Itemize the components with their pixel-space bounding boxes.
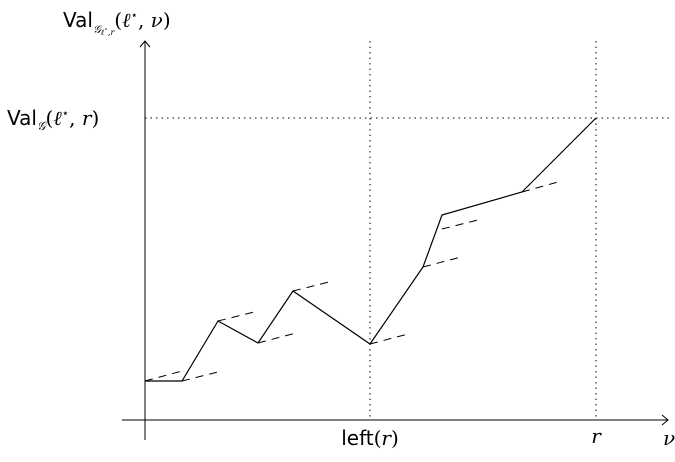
dashed-segment <box>144 370 183 382</box>
x-axis-arrowhead <box>661 414 669 426</box>
dashed-segment <box>422 256 462 268</box>
dashed-segment <box>441 218 483 230</box>
dashed-segment <box>181 370 223 382</box>
value-marker-label: Val𝒢(ℓ⋆, r) <box>7 106 99 133</box>
r-label: r <box>591 424 602 448</box>
dashed-segment <box>257 332 297 344</box>
dashed-segment <box>292 280 334 292</box>
value-function-polyline <box>145 117 597 382</box>
dashed-segment <box>369 333 409 345</box>
x-axis-label: ν <box>663 426 675 450</box>
dashed-segment <box>217 310 259 322</box>
y-axis-label: Val𝒢ℓ⋆,r(ℓ⋆, ν) <box>63 8 171 37</box>
left-r-label: left(r) <box>341 426 399 450</box>
dashed-segments <box>144 181 559 382</box>
dashed-segment <box>521 181 559 193</box>
y-axis-arrowhead <box>139 40 151 48</box>
